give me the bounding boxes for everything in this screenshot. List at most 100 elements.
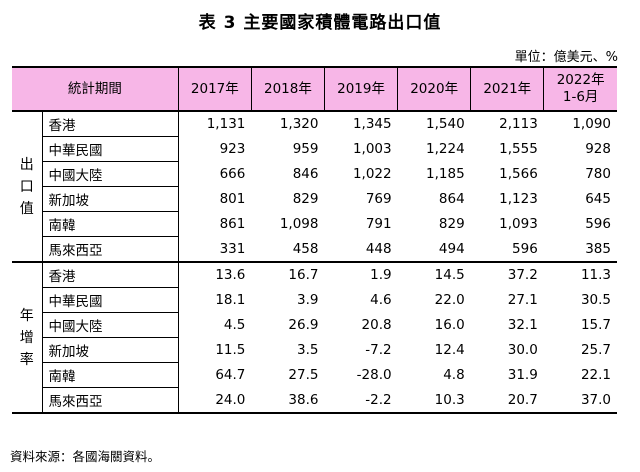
header-year-2022-line2: 1-6月: [562, 89, 599, 105]
value-cell: 780: [585, 166, 611, 182]
value-cell: 38.6: [251, 387, 325, 414]
value-cell: 18.1: [215, 292, 246, 308]
value-cell: 26.9: [288, 317, 319, 333]
section-label-char: 率: [19, 351, 34, 368]
value-cell: 11.5: [215, 342, 246, 358]
value-cell: 24.0: [178, 387, 252, 414]
value-cell: 959: [292, 141, 319, 157]
value-cell: -7.2: [365, 342, 392, 358]
value-cell: 1.9: [370, 267, 392, 284]
header-row: 統計期間 2017年 2018年 2019年 2020年 2021年 2022年…: [12, 66, 617, 112]
value-cell: 645: [585, 191, 611, 207]
row-label: 中華民國: [41, 287, 179, 313]
data-table: 統計期間 2017年 2018年 2019年 2020年 2021年 2022年…: [12, 66, 617, 414]
table-row: 馬來西亞 24.0 38.6 -2.2 10.3 20.7 37.0: [12, 387, 617, 414]
value-cell: -28.0: [356, 367, 392, 383]
value-cell: 1,540: [426, 116, 465, 133]
table-row: 新加坡 801 829 769 864 1,123 645: [12, 186, 617, 212]
value-cell: 37.0: [543, 387, 617, 414]
header-year-2022: 2022年 1-6月: [543, 66, 617, 112]
row-label: 南韓: [41, 362, 179, 388]
header-year: 2018年: [250, 66, 325, 112]
row-label: 新加坡: [41, 186, 179, 212]
value-cell: 22.0: [434, 292, 465, 308]
value-cell: 37.2: [507, 267, 538, 284]
value-cell: 32.1: [507, 317, 538, 333]
source-note: 資料來源：各國海關資料。: [10, 449, 161, 464]
value-cell: 4.8: [443, 367, 465, 383]
value-cell: 27.1: [507, 292, 538, 308]
value-cell: 1,123: [499, 191, 538, 207]
value-cell: 3.9: [297, 292, 319, 308]
value-cell: 448: [324, 236, 398, 263]
row-label: 中華民國: [41, 136, 179, 162]
value-cell: 385: [543, 236, 617, 263]
header-year: 2021年: [470, 66, 545, 112]
section-label-char: 值: [19, 200, 34, 217]
section-label-char: 口: [19, 178, 34, 195]
table-row: 新加坡 11.5 3.5 -7.2 12.4 30.0 25.7: [12, 337, 617, 363]
value-cell: 861: [219, 216, 246, 232]
table-row: 中華民國 923 959 1,003 1,224 1,555 928: [12, 136, 617, 162]
row-label: 中國大陸: [41, 161, 179, 187]
section-label: 出口值: [12, 111, 43, 263]
value-cell: 13.6: [215, 267, 246, 284]
table-row: 中國大陸 666 846 1,022 1,185 1,566 780: [12, 161, 617, 187]
value-cell: 666: [219, 166, 246, 182]
value-cell: 30.5: [580, 292, 611, 308]
row-label: 馬來西亞: [41, 236, 179, 263]
row-label: 南韓: [41, 211, 179, 237]
value-cell: -2.2: [324, 387, 398, 414]
header-year-2022-line1: 2022年: [556, 72, 605, 88]
value-cell: 31.9: [507, 367, 538, 383]
value-cell: 64.7: [215, 367, 246, 383]
value-cell: 1,093: [499, 216, 538, 232]
table-row: 馬來西亞 331 458 448 494 596 385: [12, 236, 617, 263]
value-cell: 1,098: [279, 216, 319, 232]
section-label-char: 年: [19, 307, 34, 324]
value-cell: 22.1: [580, 367, 611, 383]
row-label: 香港: [41, 111, 179, 137]
value-cell: 1,022: [352, 166, 392, 182]
value-cell: 596: [470, 236, 544, 263]
value-cell: 458: [251, 236, 325, 263]
unit-label: 單位：億美元、%: [514, 50, 618, 65]
table-row: 中華民國 18.1 3.9 4.6 22.0 27.1 30.5: [12, 287, 617, 313]
value-cell: 1,185: [426, 166, 465, 182]
value-cell: 1,090: [572, 116, 611, 133]
value-cell: 928: [585, 141, 611, 157]
header-year: 2020年: [397, 66, 472, 112]
row-label: 中國大陸: [41, 312, 179, 338]
value-cell: 331: [178, 236, 252, 263]
value-cell: 494: [397, 236, 471, 263]
value-cell: 12.4: [434, 342, 465, 358]
value-cell: 1,345: [352, 116, 392, 133]
row-label: 新加坡: [41, 337, 179, 363]
value-cell: 829: [292, 191, 319, 207]
value-cell: 27.5: [288, 367, 319, 383]
value-cell: 769: [365, 191, 392, 207]
value-cell: 2,113: [499, 116, 538, 133]
value-cell: 25.7: [580, 342, 611, 358]
section-label-char: 出: [19, 156, 34, 173]
table-row: 出口值香港 1,131 1,320 1,345 1,540 2,113 1,090: [12, 111, 617, 263]
value-cell: 791: [365, 216, 392, 232]
value-cell: 596: [585, 216, 611, 232]
value-cell: 30.0: [507, 342, 538, 358]
value-cell: 10.3: [397, 387, 471, 414]
value-cell: 864: [438, 191, 465, 207]
value-cell: 15.7: [580, 317, 611, 333]
section-label-char: 增: [19, 329, 34, 346]
value-cell: 1,555: [499, 141, 538, 157]
header-year: 2019年: [323, 66, 399, 112]
row-label: 香港: [41, 262, 179, 288]
value-cell: 4.6: [370, 292, 392, 308]
table-title: 表 3 主要國家積體電路出口值: [198, 13, 442, 33]
table-row: 南韓 861 1,098 791 829 1,093 596: [12, 211, 617, 237]
value-cell: 923: [219, 141, 246, 157]
value-cell: 1,131: [206, 116, 246, 133]
value-cell: 20.8: [361, 317, 392, 333]
table-row: 中國大陸 4.5 26.9 20.8 16.0 32.1 15.7: [12, 312, 617, 338]
value-cell: 16.7: [288, 267, 319, 284]
value-cell: 1,224: [426, 141, 465, 157]
